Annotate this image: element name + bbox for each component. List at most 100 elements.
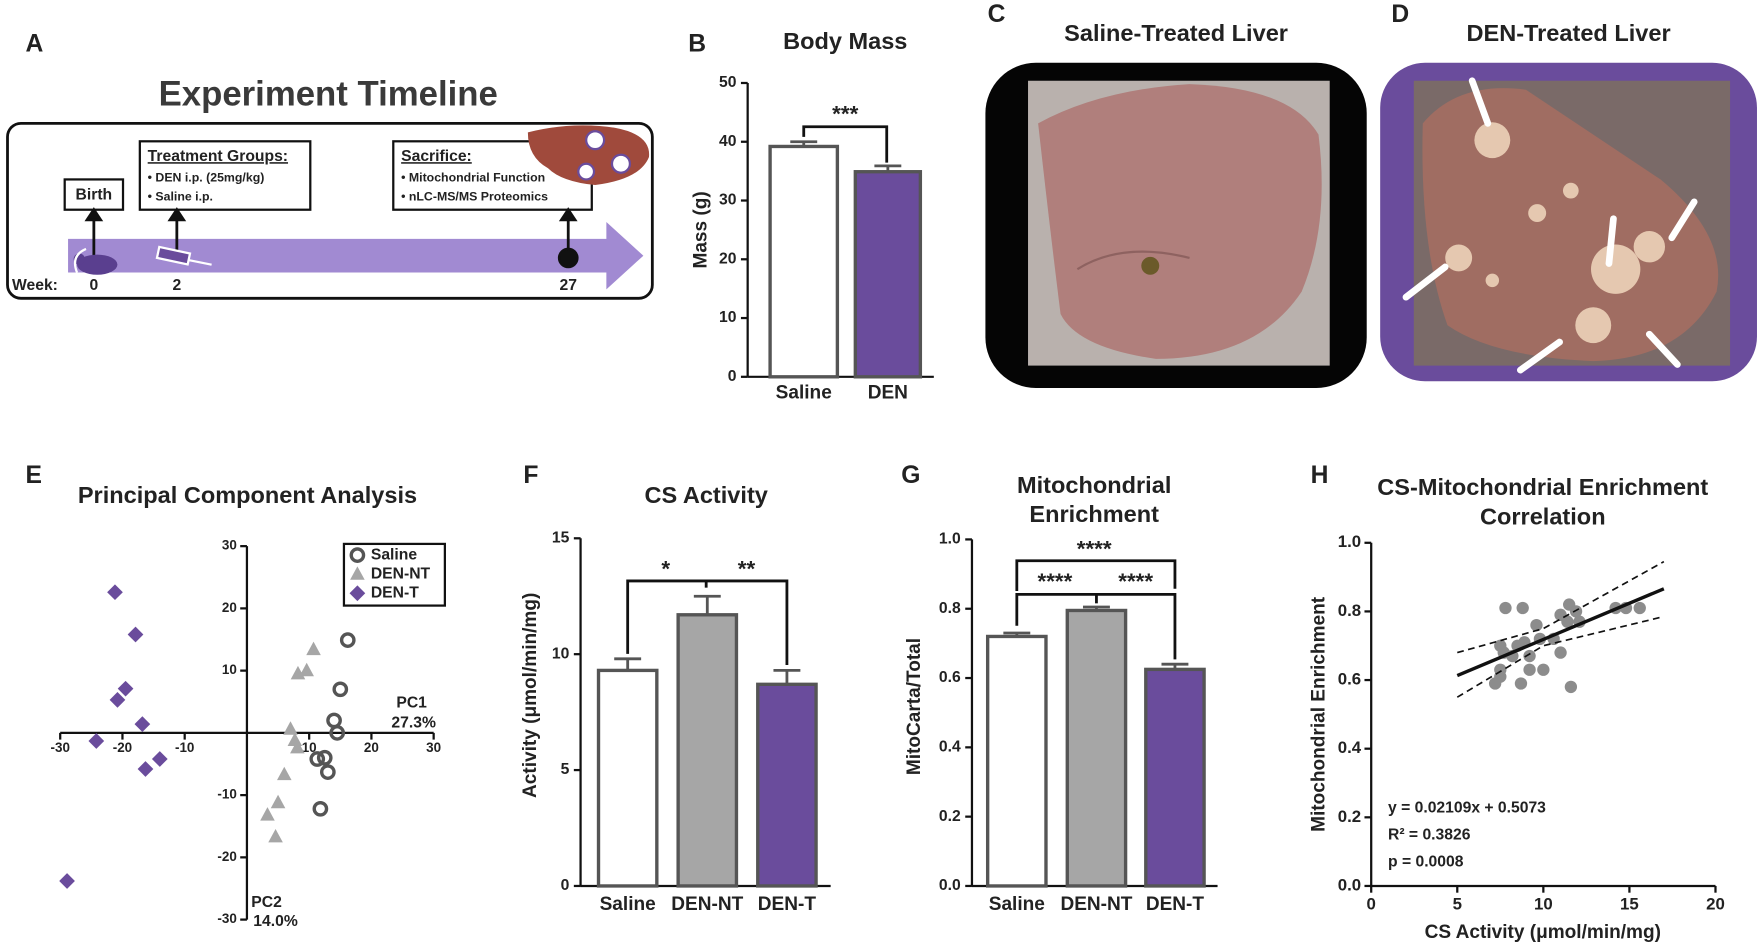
week-number: 27	[560, 277, 578, 294]
significance-label: *	[661, 557, 670, 582]
x-tick-label: 0	[1367, 894, 1376, 913]
x-axis-label: CS Activity (μmol/min/mg)	[1425, 922, 1661, 943]
photo-title: DEN-Treated Liver	[1467, 20, 1671, 46]
x-tick-label: 15	[1620, 894, 1639, 913]
sacrifice-item: • nLC-MS/MS Proteomics	[401, 190, 548, 204]
timeline-pointers	[84, 207, 579, 269]
point	[309, 751, 326, 767]
y-tick-label: 0.8	[1338, 601, 1361, 620]
treatment-box	[138, 140, 312, 211]
y-axis-label: Activity (μmol/min/mg)	[520, 593, 541, 798]
point	[326, 712, 342, 729]
liver-icon	[527, 125, 650, 186]
panel-c: C Saline-Treated Liver	[985, 1, 1367, 389]
y-tick-label: 40	[719, 133, 737, 150]
confidence-band	[1457, 560, 1665, 654]
treatment-item: • DEN i.p. (25mg/kg)	[148, 171, 265, 185]
y-tick-label: 0.6	[1338, 669, 1361, 688]
chart-title: CS Activity	[644, 482, 767, 508]
point	[117, 680, 134, 697]
chart-title: CS-Mitochondrial Enrichment	[1377, 474, 1708, 500]
significance-label: ****	[1118, 569, 1153, 594]
y-axis-label: 14.0%	[253, 913, 298, 930]
point	[59, 873, 75, 889]
panel-a: A Experiment Timeline Birth Treatment Gr…	[6, 30, 654, 300]
week-number: 2	[172, 277, 181, 294]
y-tick-label: 30	[222, 538, 237, 553]
significance-label: ****	[1038, 569, 1073, 594]
panel-letter: H	[1311, 462, 1329, 489]
legend-label: Saline	[371, 546, 417, 563]
y-tick-label: 0.8	[939, 600, 961, 617]
chart-title: Correlation	[1480, 503, 1606, 529]
sacrifice-item: • Mitochondrial Function	[401, 171, 545, 185]
x-tick-label: Saline	[776, 383, 832, 404]
significance-label: ****	[1077, 537, 1112, 562]
y-tick-label: 0.6	[939, 669, 961, 686]
y-tick-label: 0.4	[939, 738, 961, 755]
point	[1514, 677, 1528, 690]
bar	[676, 613, 739, 888]
y-tick-label: 5	[561, 761, 570, 778]
y-tick-label: 10	[222, 662, 237, 677]
bar	[596, 668, 659, 888]
point	[134, 716, 151, 733]
treatment-heading: Treatment Groups:	[148, 148, 288, 165]
y-tick-label: 0.2	[1338, 807, 1361, 826]
x-tick-label: DEN	[868, 383, 908, 404]
y-tick-label: -10	[217, 787, 236, 802]
point	[290, 739, 305, 754]
confidence-band	[1456, 615, 1665, 698]
liver	[1038, 84, 1322, 359]
x-tick-label: Saline	[600, 894, 656, 915]
y-tick-label: -30	[217, 911, 236, 926]
x-axis-label: PC1	[396, 694, 427, 711]
bar	[1065, 608, 1128, 888]
x-tick-label: DEN-T	[1146, 894, 1205, 915]
point	[151, 751, 168, 767]
point	[1537, 663, 1550, 676]
y-axis-label: Mass (g)	[691, 191, 712, 268]
point	[107, 584, 123, 601]
point	[137, 761, 154, 777]
chart-title: Body Mass	[783, 28, 907, 54]
point	[339, 632, 356, 648]
point	[276, 766, 292, 781]
timeline-arrow	[68, 222, 644, 290]
significance-label: ***	[832, 101, 858, 126]
y-tick-label: 0.4	[1338, 738, 1362, 757]
point	[1499, 601, 1512, 615]
y-tick-label: 0.0	[1338, 875, 1361, 894]
y-tick-label: 30	[719, 192, 737, 209]
bar	[985, 634, 1048, 888]
significance-label: **	[738, 557, 756, 582]
point	[1569, 605, 1583, 618]
bar	[853, 170, 923, 379]
photo-title: Saline-Treated Liver	[1064, 20, 1288, 46]
point	[299, 662, 314, 677]
mouse-icon	[73, 247, 118, 275]
point	[1633, 601, 1646, 615]
y-tick-label: 0	[728, 368, 737, 385]
point	[109, 692, 126, 708]
point	[270, 794, 286, 809]
point	[88, 733, 105, 749]
timeline-title: Experiment Timeline	[159, 76, 498, 114]
point	[290, 665, 306, 680]
point	[329, 725, 346, 741]
bar	[1144, 667, 1206, 888]
x-tick-label: Saline	[989, 894, 1045, 915]
x-tick-label: 10	[1534, 894, 1553, 913]
x-axis-label: 27.3%	[391, 714, 436, 731]
y-tick-label: 0.0	[939, 877, 961, 894]
point	[332, 681, 349, 698]
treatment-item: • Saline i.p.	[148, 190, 213, 204]
week-number: 0	[89, 277, 98, 294]
chart-title: Mitochondrial	[1017, 472, 1171, 498]
x-tick-label: 10	[302, 740, 317, 755]
x-tick-label: DEN-T	[758, 894, 817, 915]
birth-label: Birth	[76, 186, 113, 203]
point	[1523, 649, 1536, 663]
panel-letter: C	[988, 1, 1006, 28]
